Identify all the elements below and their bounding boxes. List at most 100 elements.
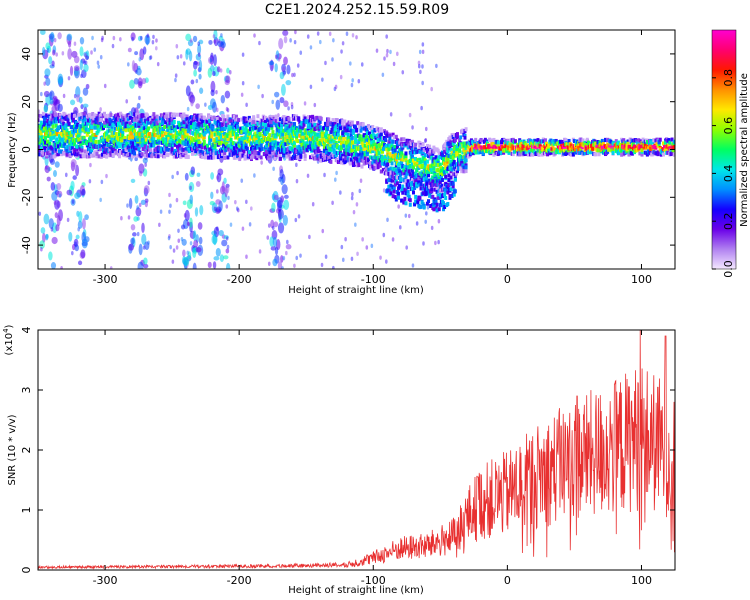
- band-mark: [162, 127, 166, 132]
- band-mark: [121, 135, 125, 140]
- band-mark: [378, 137, 382, 142]
- band-mark: [359, 155, 363, 160]
- noise-mark: [299, 253, 302, 258]
- band-mark: [244, 127, 248, 132]
- band-mark: [303, 156, 307, 161]
- streak-mark: [213, 54, 217, 67]
- band-mark: [301, 138, 305, 143]
- band-mark: [440, 172, 444, 177]
- band-mark: [315, 156, 319, 161]
- band-mark: [418, 149, 422, 154]
- noise-mark: [386, 48, 389, 54]
- band-mark: [496, 142, 500, 147]
- band-mark: [331, 118, 335, 123]
- band-mark: [302, 149, 306, 154]
- band-mark: [380, 157, 384, 162]
- streak-mark: [221, 239, 228, 247]
- streak-mark: [133, 77, 139, 85]
- band-mark: [371, 164, 375, 169]
- band-mark: [70, 146, 74, 151]
- band-mark: [318, 138, 322, 143]
- noise-mark: [195, 78, 199, 84]
- band-mark: [398, 161, 402, 166]
- band-mark: [350, 120, 354, 125]
- band-mark: [409, 151, 413, 156]
- band-mark: [371, 124, 375, 129]
- noise-mark: [323, 172, 326, 178]
- band-mark: [423, 158, 427, 163]
- band-mark: [472, 151, 476, 156]
- band-mark: [563, 148, 567, 153]
- streak-mark: [40, 227, 46, 234]
- band-mark: [255, 133, 259, 138]
- band-mark: [72, 142, 76, 147]
- band-mark: [45, 154, 49, 159]
- band-mark: [65, 128, 69, 133]
- band-mark: [116, 116, 120, 121]
- band-tail-mark: [395, 181, 399, 186]
- band-mark: [277, 154, 281, 159]
- noise-mark: [186, 106, 190, 112]
- band-mark: [351, 129, 355, 134]
- noise-mark: [66, 217, 70, 223]
- streak-mark: [81, 188, 86, 196]
- noise-mark: [138, 57, 142, 62]
- band-mark: [377, 151, 381, 156]
- band-mark: [203, 122, 207, 127]
- band-mark: [401, 164, 405, 169]
- streak-mark: [43, 213, 50, 225]
- streak-mark: [144, 241, 150, 251]
- band-mark: [81, 118, 85, 123]
- band-mark: [157, 135, 161, 140]
- band-mark: [455, 146, 459, 151]
- band-mark: [459, 135, 463, 140]
- band-mark: [363, 146, 367, 151]
- band-mark: [189, 125, 193, 130]
- band-mark: [370, 140, 374, 145]
- band-tail-mark: [408, 202, 412, 207]
- band-mark: [186, 155, 190, 160]
- band-mark: [185, 131, 189, 136]
- band-tail-mark: [387, 184, 391, 189]
- band-mark: [101, 114, 105, 119]
- band-mark: [109, 113, 113, 118]
- streak-mark: [136, 67, 142, 76]
- band-mark: [238, 157, 242, 162]
- band-mark: [232, 146, 236, 151]
- noise-mark: [135, 69, 138, 74]
- band-mark: [390, 161, 394, 166]
- band-mark: [438, 171, 442, 176]
- band-mark: [103, 150, 107, 155]
- band-mark: [226, 114, 230, 119]
- noise-mark: [267, 223, 271, 228]
- band-mark: [431, 178, 435, 183]
- band-mark: [335, 118, 339, 123]
- band-mark: [341, 119, 345, 124]
- band-mark: [461, 163, 465, 168]
- band-mark: [170, 147, 174, 152]
- band-mark: [208, 118, 212, 123]
- band-tail-mark: [387, 171, 391, 176]
- band-mark: [180, 121, 184, 126]
- streak-mark: [134, 51, 139, 56]
- band-mark: [349, 128, 353, 133]
- noise-mark: [176, 55, 180, 60]
- noise-mark: [421, 49, 425, 55]
- band-mark: [221, 152, 225, 157]
- band-mark: [376, 165, 380, 170]
- noise-mark: [220, 33, 223, 38]
- band-mark: [182, 120, 186, 125]
- band-mark: [518, 152, 522, 157]
- band-tail-mark: [448, 194, 452, 199]
- band-mark: [55, 142, 59, 147]
- streak-mark: [185, 49, 189, 60]
- band-mark: [104, 113, 108, 118]
- band-mark: [298, 144, 302, 149]
- band-mark: [548, 151, 552, 156]
- band-mark: [407, 166, 411, 171]
- band-mark: [38, 152, 41, 157]
- band-mark: [157, 119, 161, 124]
- band-mark: [498, 146, 502, 151]
- band-mark: [280, 126, 284, 131]
- noise-mark: [424, 138, 427, 143]
